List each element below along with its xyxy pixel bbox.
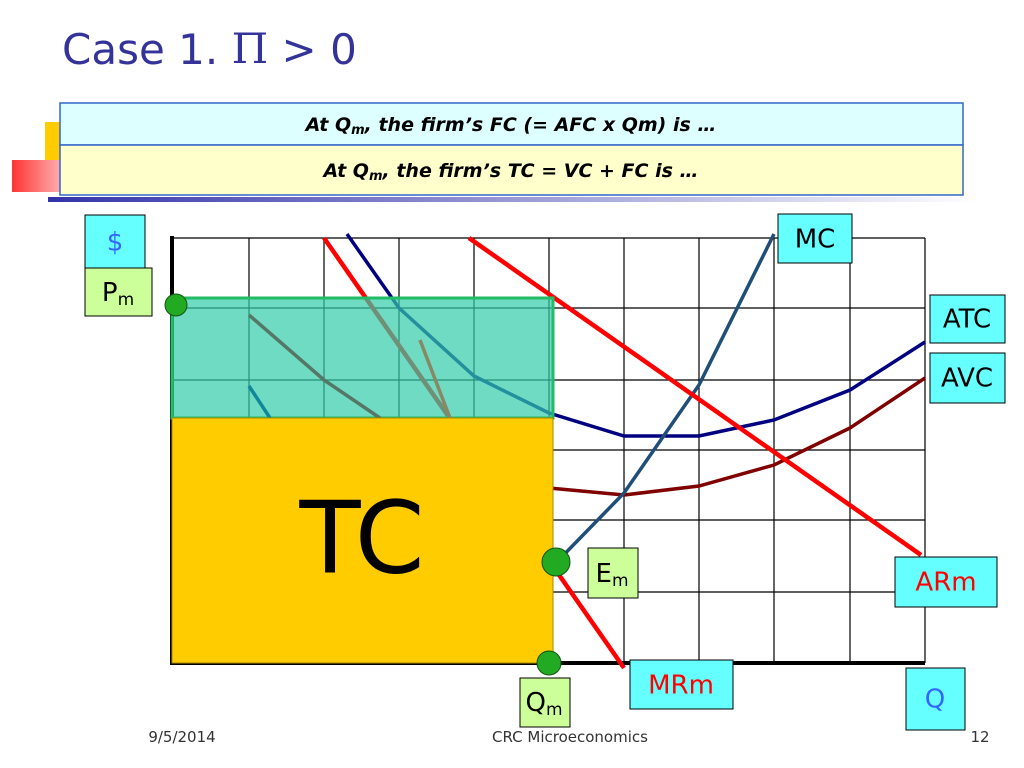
label-box bbox=[905, 667, 966, 731]
label-box bbox=[587, 547, 639, 599]
faded-curves bbox=[247, 313, 452, 420]
label-box bbox=[84, 214, 146, 269]
q-label: Q bbox=[925, 685, 945, 715]
page-number: 12 bbox=[970, 728, 989, 746]
callout-box bbox=[59, 144, 964, 196]
quantity-label: Qm bbox=[525, 688, 562, 721]
tc-area bbox=[171, 417, 554, 664]
callout-box bbox=[59, 102, 964, 146]
avc-label: AVC bbox=[941, 364, 993, 394]
atc-label: ATC bbox=[943, 305, 991, 335]
label-box bbox=[84, 267, 153, 317]
fc-area bbox=[170, 296, 555, 420]
ar-label: ARm bbox=[915, 568, 976, 598]
label-box bbox=[777, 213, 853, 264]
label-box bbox=[929, 294, 1006, 344]
label-box bbox=[519, 677, 571, 728]
mc-label: MC bbox=[795, 225, 836, 255]
dollar-label: $ bbox=[107, 228, 124, 258]
label-box bbox=[929, 352, 1006, 404]
footer-course: CRC Microeconomics bbox=[492, 728, 648, 746]
title: Case 1. Π > 0 bbox=[62, 24, 357, 74]
callout: At Qm, the firm’s FC (= AFC x Qm) is … bbox=[304, 114, 717, 138]
price-label: Pm bbox=[102, 278, 134, 311]
points bbox=[164, 293, 571, 676]
label-box bbox=[894, 556, 998, 608]
label-box bbox=[629, 659, 734, 710]
callout: At Qm, the firm’s TC = VC + FC is … bbox=[321, 160, 698, 184]
footer-date: 9/5/2014 bbox=[148, 728, 215, 746]
tc-label: TC bbox=[298, 479, 424, 596]
mr-label: MRm bbox=[648, 671, 714, 701]
equilibrium-label: Em bbox=[596, 559, 629, 592]
